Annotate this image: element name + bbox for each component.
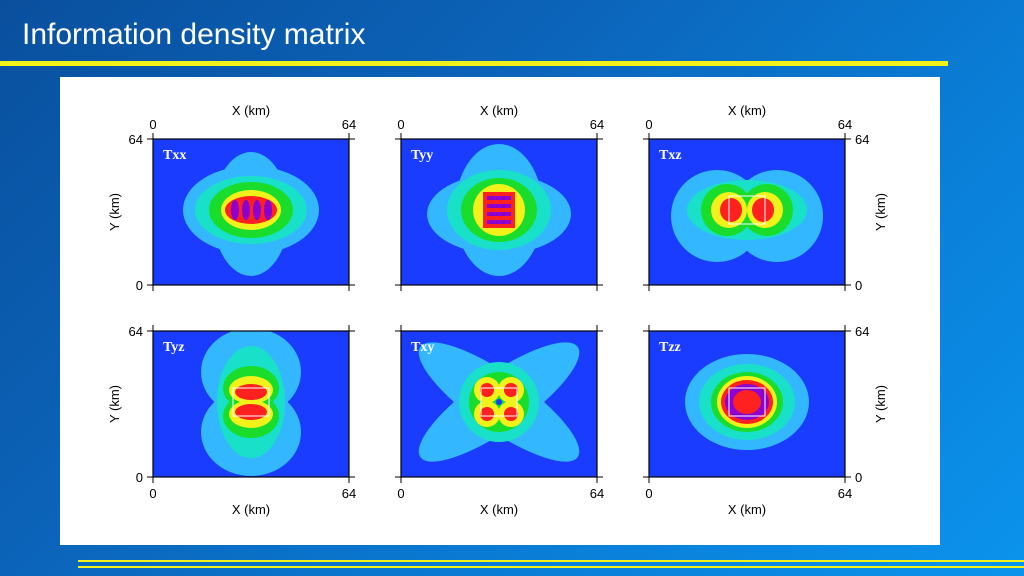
contour-level-5 — [235, 404, 267, 420]
panel-frame — [400, 330, 598, 478]
panel-label: Tyz — [163, 340, 185, 355]
x-tick-label: 64 — [342, 486, 356, 501]
panel-frame — [152, 330, 350, 478]
contour-peak — [487, 212, 511, 216]
panel-frame — [648, 330, 846, 478]
center-low — [496, 399, 502, 405]
y-tick-label: 64 — [129, 132, 143, 147]
x-tick-label: 0 — [149, 117, 156, 132]
contour-level-5 — [720, 198, 742, 222]
source-outline — [728, 195, 766, 225]
source-outline — [480, 387, 518, 417]
x-tick-label: 0 — [397, 117, 404, 132]
y-tick-label: 0 — [136, 470, 143, 485]
y-tick-label: 0 — [855, 470, 862, 485]
x-axis-label: X (km) — [232, 103, 270, 118]
y-axis-label: Y (km) — [107, 385, 122, 423]
panel-frame — [648, 138, 846, 286]
panel-label: Txz — [659, 148, 682, 163]
contour-level-5 — [504, 383, 518, 397]
x-tick-label: 0 — [397, 486, 404, 501]
y-tick-label: 0 — [136, 278, 143, 293]
contour-level-5 — [504, 407, 518, 421]
contour-peak — [487, 220, 511, 224]
footer-rule-top — [78, 560, 1024, 562]
panel-contours — [427, 144, 571, 276]
x-tick-label: 64 — [838, 486, 852, 501]
contour-peak — [253, 200, 261, 220]
contour-level-5 — [225, 196, 277, 224]
contour-peak — [487, 204, 511, 208]
footer-rule-bottom — [78, 566, 1024, 568]
panel-label: Tzz — [659, 340, 681, 355]
panel-frame — [400, 138, 598, 286]
panel-tzz: Tzz — [643, 325, 851, 483]
contour-peak — [487, 196, 511, 200]
panel-txx: Txx — [147, 133, 355, 291]
x-axis-label: X (km) — [480, 502, 518, 517]
panel-tyy: Tyy — [395, 133, 603, 291]
y-tick-label: 64 — [855, 132, 869, 147]
panel-txz: Txz — [643, 133, 851, 291]
x-tick-label: 64 — [342, 117, 356, 132]
x-tick-label: 64 — [590, 486, 604, 501]
x-tick-label: 0 — [149, 486, 156, 501]
contour-level-5 — [733, 390, 761, 414]
contour-level-5 — [752, 198, 774, 222]
contour-level-5 — [480, 407, 494, 421]
contour-level-5 — [480, 383, 494, 397]
figure-panel: Txx 0 64 X (km) 64 0 Y (km) Tyy 0 64 X (km) Txz 0 64 X… — [60, 77, 940, 545]
panel-tyz: Tyz — [147, 325, 355, 483]
panel-contours — [201, 331, 301, 476]
contour-peak — [264, 200, 272, 220]
x-axis-label: X (km) — [232, 502, 270, 517]
y-axis-label: Y (km) — [873, 193, 888, 231]
title-underline — [0, 61, 948, 66]
x-axis-label: X (km) — [728, 502, 766, 517]
panel-txy: Txy — [395, 325, 603, 483]
x-tick-label: 64 — [838, 117, 852, 132]
panel-contours — [671, 170, 823, 262]
x-tick-label: 0 — [645, 117, 652, 132]
source-outline — [232, 387, 270, 417]
y-tick-label: 0 — [855, 278, 862, 293]
y-axis-label: Y (km) — [873, 385, 888, 423]
contour-peak — [242, 200, 250, 220]
panel-contours — [685, 354, 809, 450]
x-tick-label: 64 — [590, 117, 604, 132]
panel-frame — [152, 138, 350, 286]
source-outline — [728, 387, 766, 417]
slide-title: Information density matrix — [22, 18, 366, 51]
y-tick-label: 64 — [129, 324, 143, 339]
y-axis-label: Y (km) — [107, 193, 122, 231]
panel-contours — [418, 342, 580, 462]
panel-contours — [183, 152, 319, 276]
x-axis-label: X (km) — [728, 103, 766, 118]
panel-label: Tyy — [411, 148, 433, 163]
x-tick-label: 0 — [645, 486, 652, 501]
panel-label: Txx — [163, 148, 186, 163]
contour-peak — [231, 200, 239, 220]
contour-level-5 — [235, 384, 267, 400]
panel-label: Txy — [411, 340, 434, 355]
y-tick-label: 64 — [855, 324, 869, 339]
x-axis-label: X (km) — [480, 103, 518, 118]
